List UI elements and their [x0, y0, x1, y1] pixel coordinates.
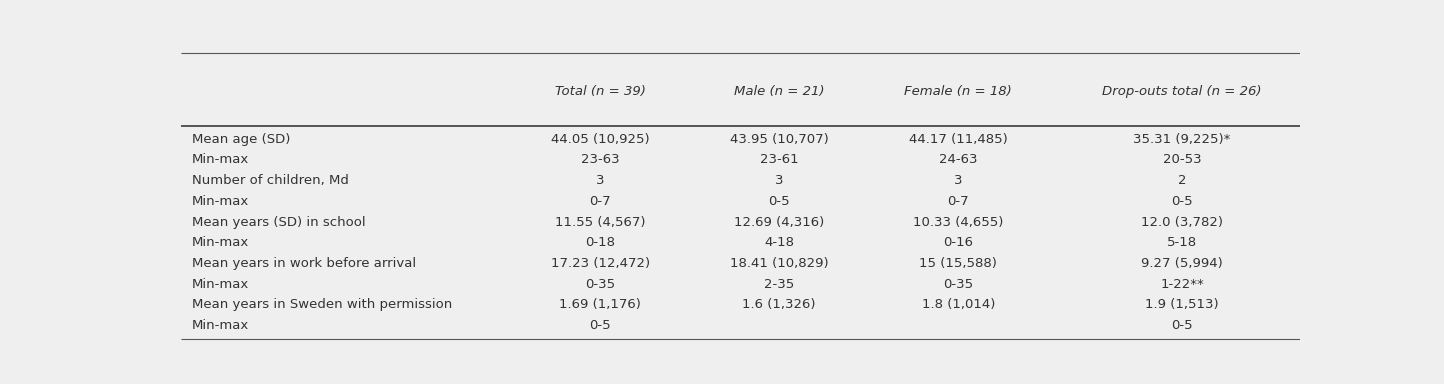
Text: Mean years (SD) in school: Mean years (SD) in school — [192, 215, 365, 228]
Text: Min-max: Min-max — [192, 319, 248, 332]
Text: 44.05 (10,925): 44.05 (10,925) — [550, 133, 650, 146]
Text: 12.69 (4,316): 12.69 (4,316) — [734, 215, 825, 228]
Text: 24-63: 24-63 — [939, 154, 978, 166]
Text: 0-5: 0-5 — [1171, 319, 1193, 332]
Text: 0-18: 0-18 — [585, 236, 615, 249]
Text: 11.55 (4,567): 11.55 (4,567) — [554, 215, 645, 228]
Text: 0-7: 0-7 — [947, 195, 969, 208]
Text: 44.17 (11,485): 44.17 (11,485) — [908, 133, 1008, 146]
Text: Mean years in Sweden with permission: Mean years in Sweden with permission — [192, 298, 452, 311]
Text: 10.33 (4,655): 10.33 (4,655) — [913, 215, 1004, 228]
Text: 0-7: 0-7 — [589, 195, 611, 208]
Text: Min-max: Min-max — [192, 195, 248, 208]
Text: 2: 2 — [1178, 174, 1187, 187]
Text: Mean years in work before arrival: Mean years in work before arrival — [192, 257, 416, 270]
Text: Min-max: Min-max — [192, 236, 248, 249]
Text: 0-5: 0-5 — [589, 319, 611, 332]
Text: 0-35: 0-35 — [585, 278, 615, 291]
Text: 5-18: 5-18 — [1167, 236, 1197, 249]
Text: Female (n = 18): Female (n = 18) — [904, 85, 1012, 98]
Text: 35.31 (9,225)*: 35.31 (9,225)* — [1134, 133, 1230, 146]
Text: 3: 3 — [596, 174, 605, 187]
Text: 43.95 (10,707): 43.95 (10,707) — [729, 133, 829, 146]
Text: 9.27 (5,994): 9.27 (5,994) — [1141, 257, 1223, 270]
Text: 2-35: 2-35 — [764, 278, 794, 291]
Text: 17.23 (12,472): 17.23 (12,472) — [550, 257, 650, 270]
Text: Mean age (SD): Mean age (SD) — [192, 133, 290, 146]
Text: 12.0 (3,782): 12.0 (3,782) — [1141, 215, 1223, 228]
Text: Total (n = 39): Total (n = 39) — [554, 85, 645, 98]
Text: 20-53: 20-53 — [1162, 154, 1201, 166]
Text: Number of children, Md: Number of children, Md — [192, 174, 348, 187]
Text: 0-35: 0-35 — [943, 278, 973, 291]
Text: 23-63: 23-63 — [580, 154, 619, 166]
Text: 18.41 (10,829): 18.41 (10,829) — [729, 257, 829, 270]
Text: Male (n = 21): Male (n = 21) — [734, 85, 825, 98]
Text: 0-5: 0-5 — [768, 195, 790, 208]
Text: 1.6 (1,326): 1.6 (1,326) — [742, 298, 816, 311]
Text: 3: 3 — [775, 174, 784, 187]
Text: 1-22**: 1-22** — [1160, 278, 1204, 291]
Text: Min-max: Min-max — [192, 154, 248, 166]
Text: 0-5: 0-5 — [1171, 195, 1193, 208]
Text: 23-61: 23-61 — [760, 154, 799, 166]
Text: 1.69 (1,176): 1.69 (1,176) — [559, 298, 641, 311]
Text: 1.9 (1,513): 1.9 (1,513) — [1145, 298, 1219, 311]
Text: Min-max: Min-max — [192, 278, 248, 291]
Text: Drop-outs total (n = 26): Drop-outs total (n = 26) — [1102, 85, 1262, 98]
Text: 15 (15,588): 15 (15,588) — [920, 257, 998, 270]
Text: 0-16: 0-16 — [943, 236, 973, 249]
Text: 3: 3 — [954, 174, 963, 187]
Text: 4-18: 4-18 — [764, 236, 794, 249]
Text: 1.8 (1,014): 1.8 (1,014) — [921, 298, 995, 311]
